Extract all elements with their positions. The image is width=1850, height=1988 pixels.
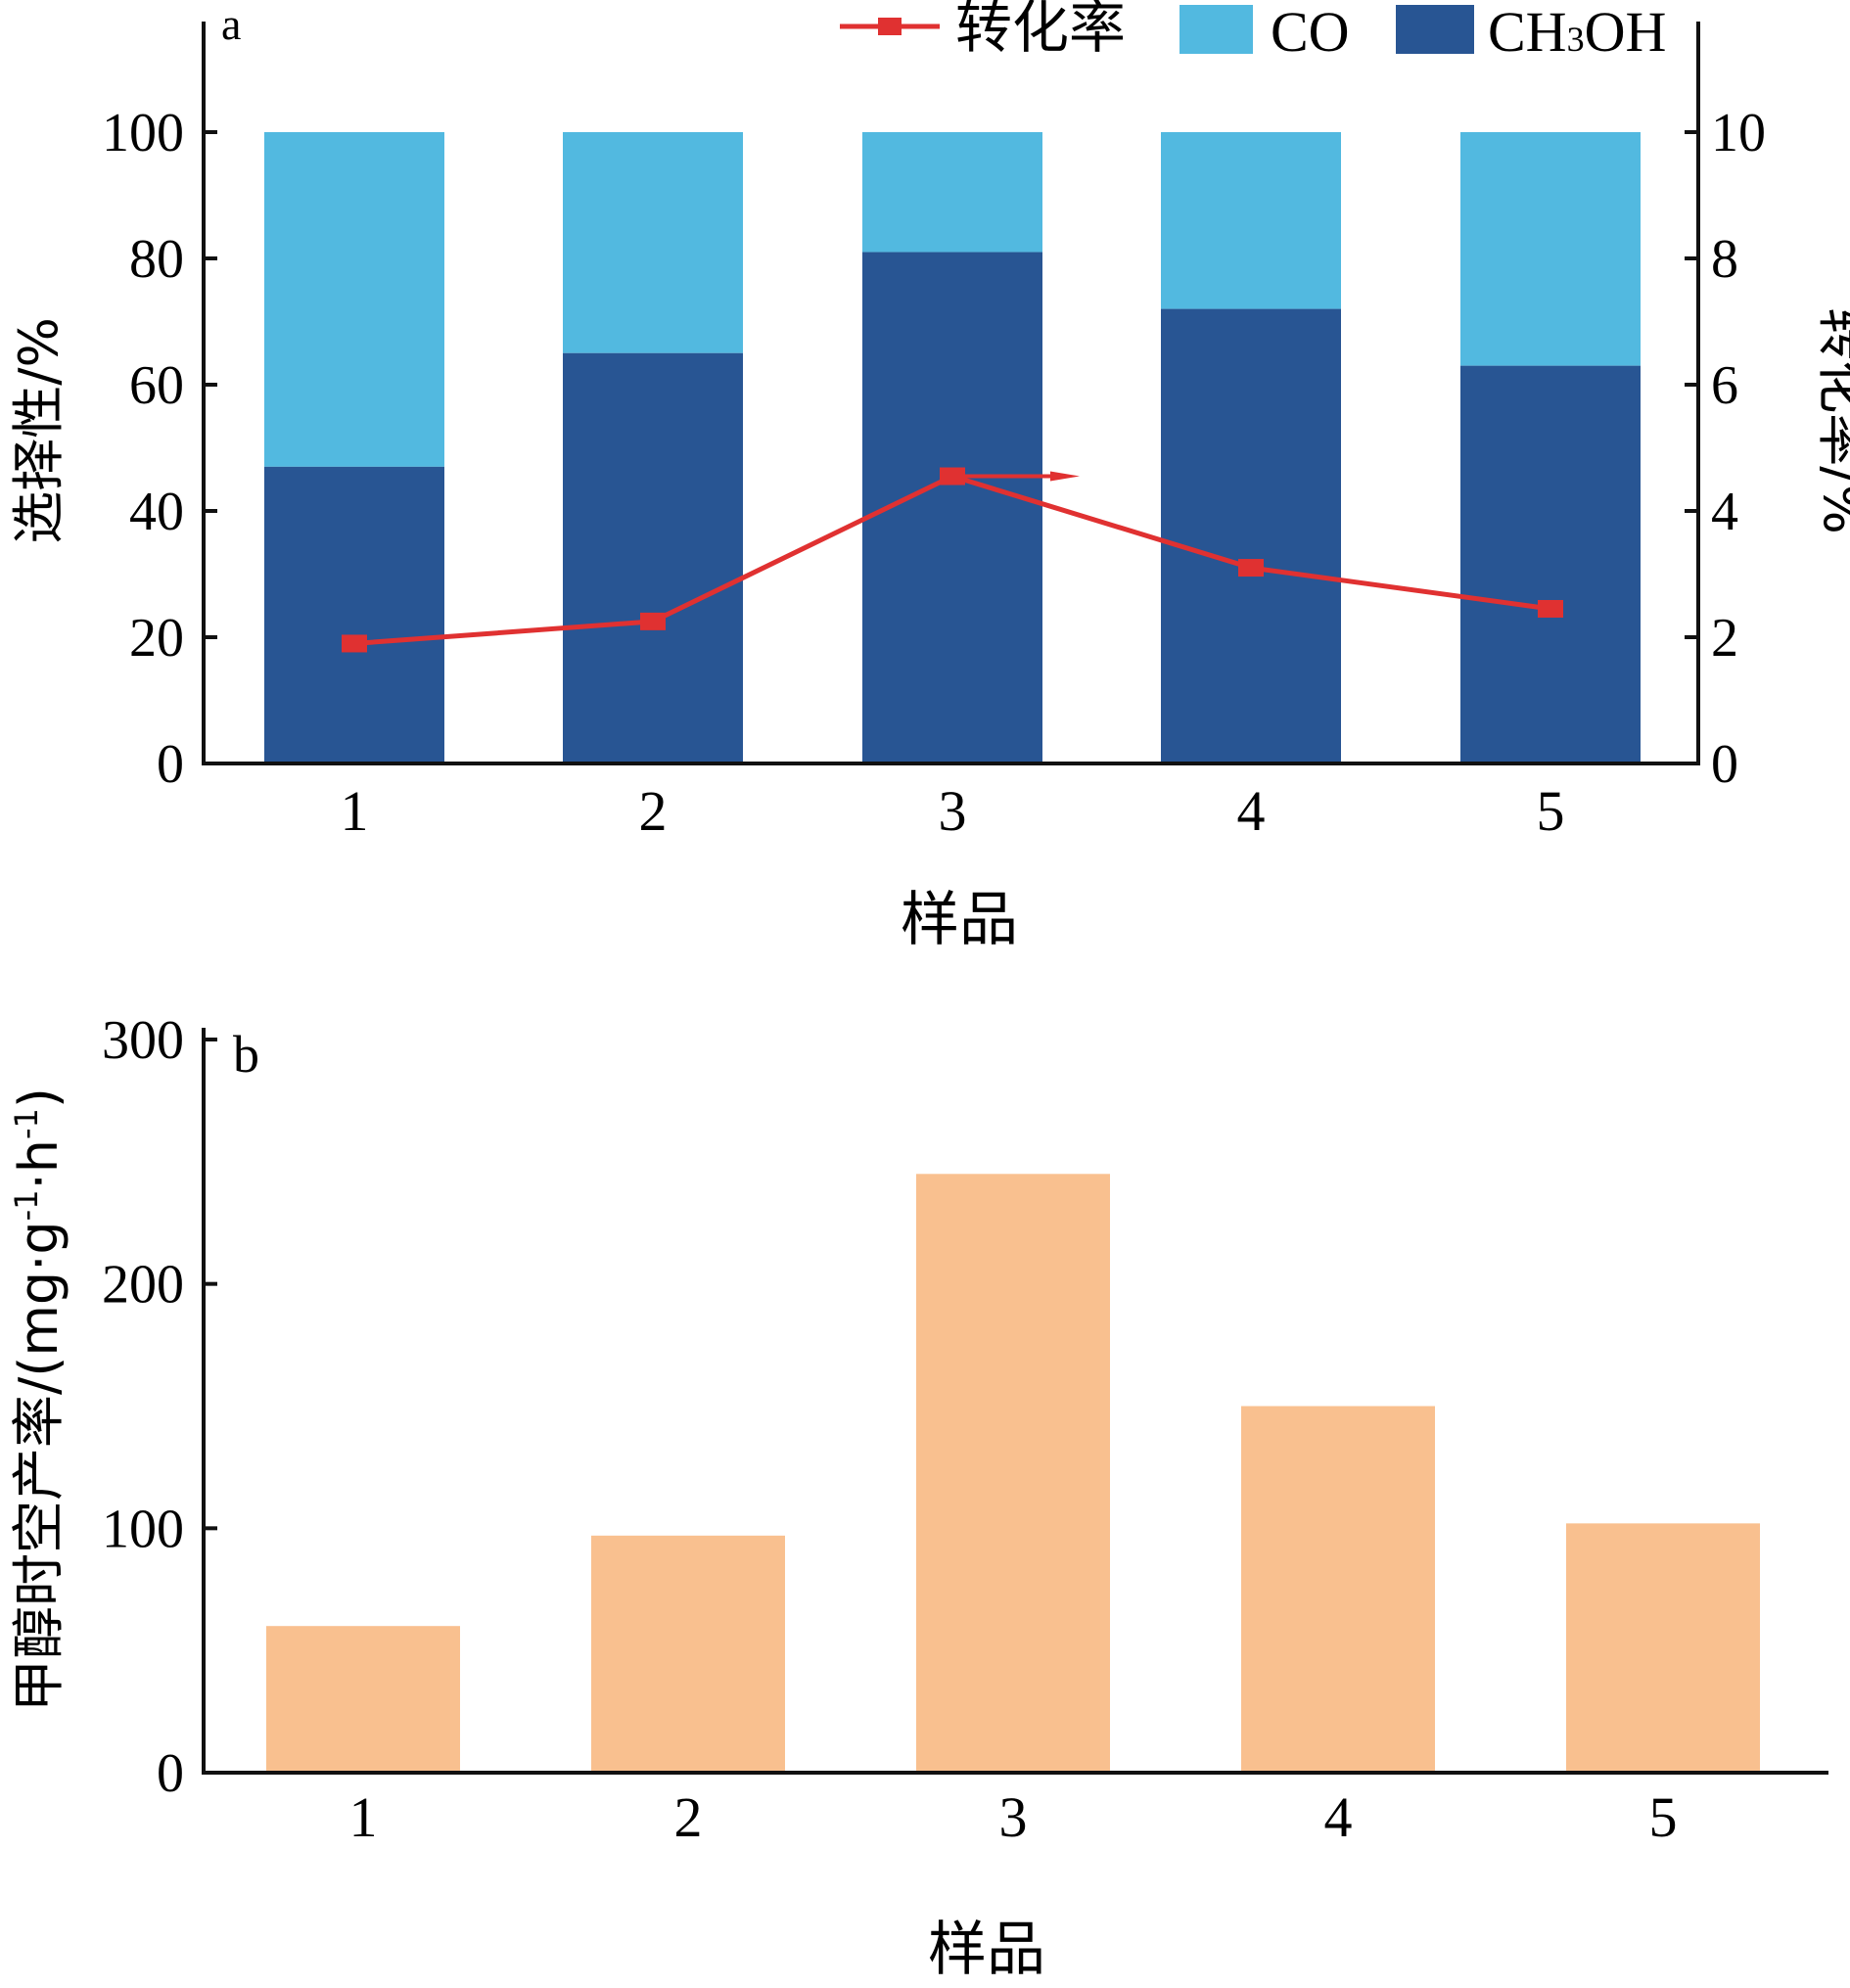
left-tick-label: 20 xyxy=(129,608,184,669)
panel-b-ylabel: 甲醇时空产率/(mg·g-1·h-1) xyxy=(8,1087,69,1712)
panel-b-y-ticks: 0 100 200 300 xyxy=(102,1010,217,1804)
right-tick-label: 0 xyxy=(1711,734,1738,795)
panel-a-label: a xyxy=(221,0,241,49)
conversion-point-1 xyxy=(342,634,367,653)
co-bar-5 xyxy=(1460,132,1641,366)
x-tick-label: 3 xyxy=(939,779,967,843)
y-tick-label: 0 xyxy=(157,1743,184,1804)
rate-bar-3 xyxy=(916,1174,1110,1773)
right-tick-label: 4 xyxy=(1711,482,1738,542)
right-tick-label: 8 xyxy=(1711,229,1738,290)
panel-b-xlabel: 样品 xyxy=(928,1916,1045,1984)
y-tick-label: 100 xyxy=(102,1499,184,1559)
co-bar-4 xyxy=(1161,132,1341,309)
legend-co-swatch xyxy=(1179,5,1253,54)
x-tick-label: 1 xyxy=(341,779,369,843)
right-tick-label: 6 xyxy=(1711,355,1738,416)
panel-b: 0 100 200 300 1 2 3 4 5 b 甲醇时空产率/(mg·g-1·h-1) 样… xyxy=(8,1010,1828,1984)
panel-a-bars xyxy=(264,132,1641,763)
panel-a-conversion-line xyxy=(342,467,1563,653)
conversion-point-2 xyxy=(640,612,666,630)
panel-b-label: b xyxy=(233,1025,259,1084)
x-tick-label: 5 xyxy=(1537,779,1565,843)
panel-a-left-ylabel: 选择性/% xyxy=(8,317,69,544)
x-tick-label: 2 xyxy=(639,779,668,843)
ch3oh-bar-5 xyxy=(1460,365,1641,763)
legend-line-marker xyxy=(840,18,940,35)
left-tick-label: 40 xyxy=(129,482,184,542)
right-tick-label: 2 xyxy=(1711,608,1738,669)
left-tick-label: 60 xyxy=(129,355,184,416)
rate-bar-2 xyxy=(591,1535,785,1773)
y-tick-label: 300 xyxy=(102,1010,184,1071)
x-tick-label: 5 xyxy=(1649,1785,1678,1849)
conversion-point-3 xyxy=(940,467,965,485)
left-tick-label: 100 xyxy=(102,103,184,163)
panel-a-x-ticks: 1 2 3 4 5 xyxy=(341,779,1565,843)
ch3oh-bar-2 xyxy=(563,352,743,763)
left-tick-label: 0 xyxy=(157,734,184,795)
x-tick-label: 4 xyxy=(1237,779,1266,843)
x-tick-label: 3 xyxy=(999,1785,1028,1849)
right-tick-label: 10 xyxy=(1711,103,1766,163)
conversion-point-5 xyxy=(1538,599,1563,618)
legend-ch3oh-swatch xyxy=(1396,5,1474,54)
y-tick-label: 200 xyxy=(102,1255,184,1316)
x-tick-label: 4 xyxy=(1324,1785,1353,1849)
ch3oh-bar-1 xyxy=(264,466,444,763)
rate-bar-4 xyxy=(1241,1406,1435,1773)
ch3oh-bar-4 xyxy=(1161,308,1341,763)
legend-line-label: 转化率 xyxy=(955,0,1126,61)
co-bar-3 xyxy=(862,132,1042,253)
left-tick-label: 80 xyxy=(129,229,184,290)
panel-a-left-ticks: 0 20 40 60 80 100 xyxy=(102,103,217,795)
x-tick-label: 1 xyxy=(349,1785,378,1849)
co-bar-2 xyxy=(563,132,743,353)
panel-b-x-ticks: 1 2 3 4 5 xyxy=(349,1785,1678,1849)
conversion-point-4 xyxy=(1238,559,1264,578)
panel-a-xlabel: 样品 xyxy=(901,886,1018,954)
panel-a-right-ticks: 0 2 4 6 8 10 xyxy=(1685,103,1766,795)
rate-bar-1 xyxy=(266,1626,460,1773)
rate-bar-5 xyxy=(1566,1523,1760,1773)
axis-pointer-arrowhead xyxy=(1050,471,1080,482)
panel-a-legend: 转化率 CO CH3OH xyxy=(840,0,1666,64)
panel-a-right-ylabel: 转化率/% xyxy=(1812,307,1850,534)
co-bar-1 xyxy=(264,132,444,467)
legend-co-label: CO xyxy=(1271,0,1350,64)
panel-b-bars xyxy=(266,1174,1760,1773)
legend-ch3oh-label: CH3OH xyxy=(1488,0,1666,64)
x-tick-label: 2 xyxy=(674,1785,703,1849)
